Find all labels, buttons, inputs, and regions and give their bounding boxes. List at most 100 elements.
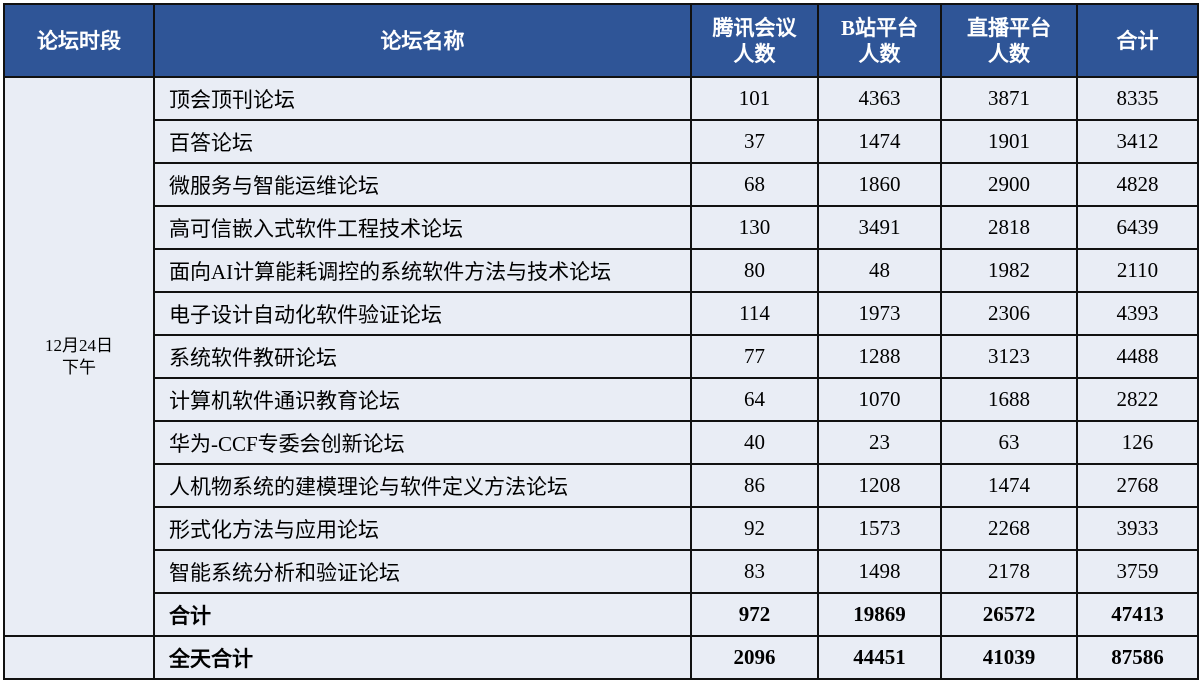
- forum-name: 合计: [153, 592, 692, 637]
- table-row: 华为-CCF专委会创新论坛 40 23 63 126: [4, 420, 1199, 465]
- live-count: 1688: [940, 377, 1078, 422]
- forum-name: 华为-CCF专委会创新论坛: [153, 420, 692, 465]
- total-count: 3412: [1076, 119, 1199, 164]
- tencent-count: 37: [690, 119, 819, 164]
- table-row: 智能系统分析和验证论坛 83 1498 2178 3759: [4, 549, 1199, 594]
- tencent-count: 130: [690, 205, 819, 250]
- forum-name: 高可信嵌入式软件工程技术论坛: [153, 205, 692, 250]
- live-count: 2178: [940, 549, 1078, 594]
- total-count: 6439: [1076, 205, 1199, 250]
- tencent-count: 83: [690, 549, 819, 594]
- header-tencent-line1: 腾讯会议: [712, 15, 797, 40]
- bilibili-count: 1860: [817, 162, 942, 207]
- tencent-count: 77: [690, 334, 819, 379]
- header-bilibili-line2: 人数: [858, 41, 901, 66]
- live-count: 3123: [940, 334, 1078, 379]
- header-total: 合计: [1076, 3, 1199, 78]
- total-count: 3759: [1076, 549, 1199, 594]
- bilibili-count: 1474: [817, 119, 942, 164]
- forum-name: 百答论坛: [153, 119, 692, 164]
- total-count: 2768: [1076, 463, 1199, 508]
- header-tencent: 腾讯会议 人数: [690, 3, 819, 78]
- bilibili-count: 1973: [817, 291, 942, 336]
- table-row: 高可信嵌入式软件工程技术论坛 130 3491 2818 6439: [4, 205, 1199, 250]
- header-name: 论坛名称: [153, 3, 692, 78]
- header-tencent-line2: 人数: [733, 41, 776, 66]
- subtotal-row: 合计 972 19869 26572 47413: [4, 592, 1199, 637]
- bilibili-count: 19869: [817, 592, 942, 637]
- header-live-line1: 直播平台: [967, 15, 1051, 40]
- table-row: 系统软件教研论坛 77 1288 3123 4488: [4, 334, 1199, 379]
- bilibili-count: 23: [817, 420, 942, 465]
- forum-name: 系统软件教研论坛: [153, 334, 692, 379]
- table-row: 12月24日 下午 顶会顶刊论坛 101 4363 3871 8335: [3, 76, 1199, 637]
- bilibili-count: 48: [817, 248, 942, 293]
- total-count: 3933: [1076, 506, 1199, 551]
- total-count: 126: [1076, 420, 1199, 465]
- tencent-count: 68: [690, 162, 819, 207]
- table-row: 形式化方法与应用论坛 92 1573 2268 3933: [4, 506, 1199, 551]
- header-period: 论坛时段: [3, 3, 155, 78]
- table-row: 电子设计自动化软件验证论坛 114 1973 2306 4393: [4, 291, 1199, 336]
- header-live: 直播平台 人数: [940, 3, 1078, 78]
- live-count: 41039: [940, 635, 1078, 680]
- forum-name: 微服务与智能运维论坛: [153, 162, 692, 207]
- total-count: 4828: [1076, 162, 1199, 207]
- bilibili-count: 4363: [817, 76, 942, 121]
- forum-name: 顶会顶刊论坛: [153, 76, 692, 121]
- total-count: 4488: [1076, 334, 1199, 379]
- period-date: 12月24日: [45, 335, 113, 355]
- table-row: 百答论坛 37 1474 1901 3412: [4, 119, 1199, 164]
- forum-name: 计算机软件通识教育论坛: [153, 377, 692, 422]
- forum-name: 面向AI计算能耗调控的系统软件方法与技术论坛: [153, 248, 692, 293]
- total-count: 2822: [1076, 377, 1199, 422]
- live-count: 1901: [940, 119, 1078, 164]
- tencent-count: 972: [690, 592, 819, 637]
- table-row: 人机物系统的建模理论与软件定义方法论坛 86 1208 1474 2768: [4, 463, 1199, 508]
- live-count: 1474: [940, 463, 1078, 508]
- total-count: 2110: [1076, 248, 1199, 293]
- tencent-count: 2096: [690, 635, 819, 680]
- table-row: 微服务与智能运维论坛 68 1860 2900 4828: [4, 162, 1199, 207]
- table-row: 计算机软件通识教育论坛 64 1070 1688 2822: [4, 377, 1199, 422]
- live-count: 1982: [940, 248, 1078, 293]
- tencent-count: 101: [690, 76, 819, 121]
- forum-name: 形式化方法与应用论坛: [153, 506, 692, 551]
- bilibili-count: 1288: [817, 334, 942, 379]
- header-row: 论坛时段 论坛名称 腾讯会议 人数 B站平台 人数 直播平台 人数 合计: [3, 3, 1199, 78]
- table-row: 面向AI计算能耗调控的系统软件方法与技术论坛 80 48 1982 2110: [4, 248, 1199, 293]
- total-count: 8335: [1076, 76, 1199, 121]
- bilibili-count: 44451: [817, 635, 942, 680]
- period-time: 下午: [62, 357, 96, 377]
- live-count: 3871: [940, 76, 1078, 121]
- live-count: 63: [940, 420, 1078, 465]
- tencent-count: 64: [690, 377, 819, 422]
- tencent-count: 80: [690, 248, 819, 293]
- header-bilibili-line1: B站平台: [840, 15, 918, 40]
- tencent-count: 40: [690, 420, 819, 465]
- bilibili-count: 1208: [817, 463, 942, 508]
- live-count: 26572: [940, 592, 1078, 637]
- forum-attendance-table: 论坛时段 论坛名称 腾讯会议 人数 B站平台 人数 直播平台 人数 合计 12月24日…: [3, 3, 1199, 680]
- bilibili-count: 1573: [817, 506, 942, 551]
- forum-name: 全天合计: [153, 635, 692, 680]
- live-count: 2900: [940, 162, 1078, 207]
- total-count: 4393: [1076, 291, 1199, 336]
- period-cell-empty: [3, 635, 155, 680]
- header-live-line2: 人数: [988, 41, 1030, 66]
- bilibili-count: 3491: [817, 205, 942, 250]
- period-cell: 12月24日 下午: [3, 76, 155, 637]
- bilibili-count: 1498: [817, 549, 942, 594]
- grand-total-row: 全天合计 2096 44451 41039 87586: [3, 635, 1199, 680]
- bilibili-count: 1070: [817, 377, 942, 422]
- tencent-count: 114: [690, 291, 819, 336]
- tencent-count: 92: [690, 506, 819, 551]
- forum-name: 智能系统分析和验证论坛: [153, 549, 692, 594]
- tencent-count: 86: [690, 463, 819, 508]
- total-count: 87586: [1076, 635, 1199, 680]
- forum-name: 人机物系统的建模理论与软件定义方法论坛: [153, 463, 692, 508]
- total-count: 47413: [1076, 592, 1199, 637]
- forum-name: 电子设计自动化软件验证论坛: [153, 291, 692, 336]
- live-count: 2306: [940, 291, 1078, 336]
- live-count: 2818: [940, 205, 1078, 250]
